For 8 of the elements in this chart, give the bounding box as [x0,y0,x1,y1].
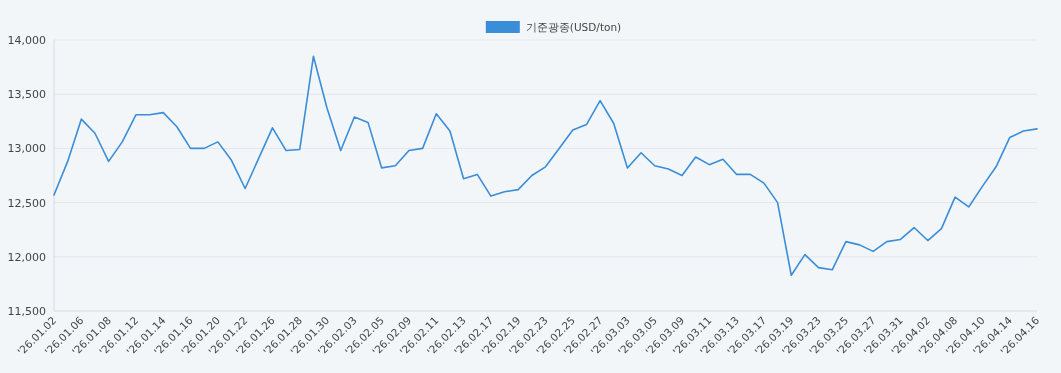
y-tick-label: 13,500 [7,88,46,102]
y-tick-label: 13,000 [7,142,46,156]
legend-label: 기준광종(USD/ton) [525,21,622,33]
y-tick-label: 12,000 [7,250,46,264]
y-tick-label: 12,500 [7,196,46,210]
line-series [53,55,1038,277]
y-tick-label: 14,000 [7,34,46,47]
y-tick-label: 11,500 [7,305,46,318]
